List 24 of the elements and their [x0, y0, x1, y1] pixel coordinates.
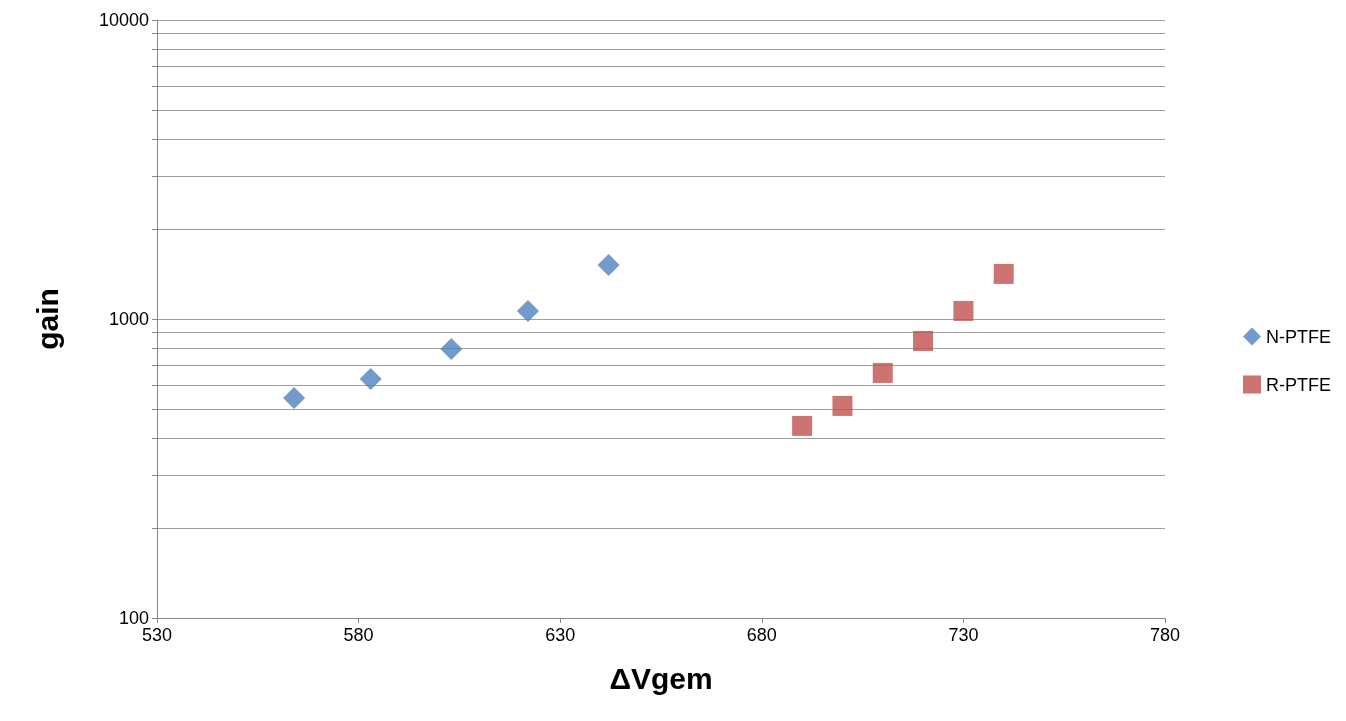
x-axis-title: ΔVgem [609, 661, 713, 695]
legend-label: R-PTFE [1266, 374, 1331, 395]
x-tick-label: 780 [1149, 625, 1181, 645]
legend-label: N-PTFE [1266, 326, 1331, 347]
y-tick-label: 10000 [98, 10, 149, 30]
point [283, 387, 306, 410]
point [792, 415, 813, 436]
y-tick-label: 1000 [108, 309, 149, 329]
point [516, 299, 539, 322]
point [913, 331, 934, 352]
point [359, 368, 382, 390]
point [440, 337, 463, 360]
x-tick-label: 630 [545, 625, 576, 645]
x-tick-label: 680 [746, 625, 777, 645]
point [872, 362, 893, 383]
x-tick-label: 530 [141, 625, 173, 645]
point [953, 300, 974, 321]
y-axis-title: gain [30, 288, 64, 350]
x-tick-label: 580 [343, 625, 374, 645]
point [993, 263, 1014, 284]
point [832, 395, 853, 416]
y-tick-label: 100 [118, 608, 149, 628]
x-tick-label: 730 [948, 625, 979, 645]
point [597, 253, 620, 276]
